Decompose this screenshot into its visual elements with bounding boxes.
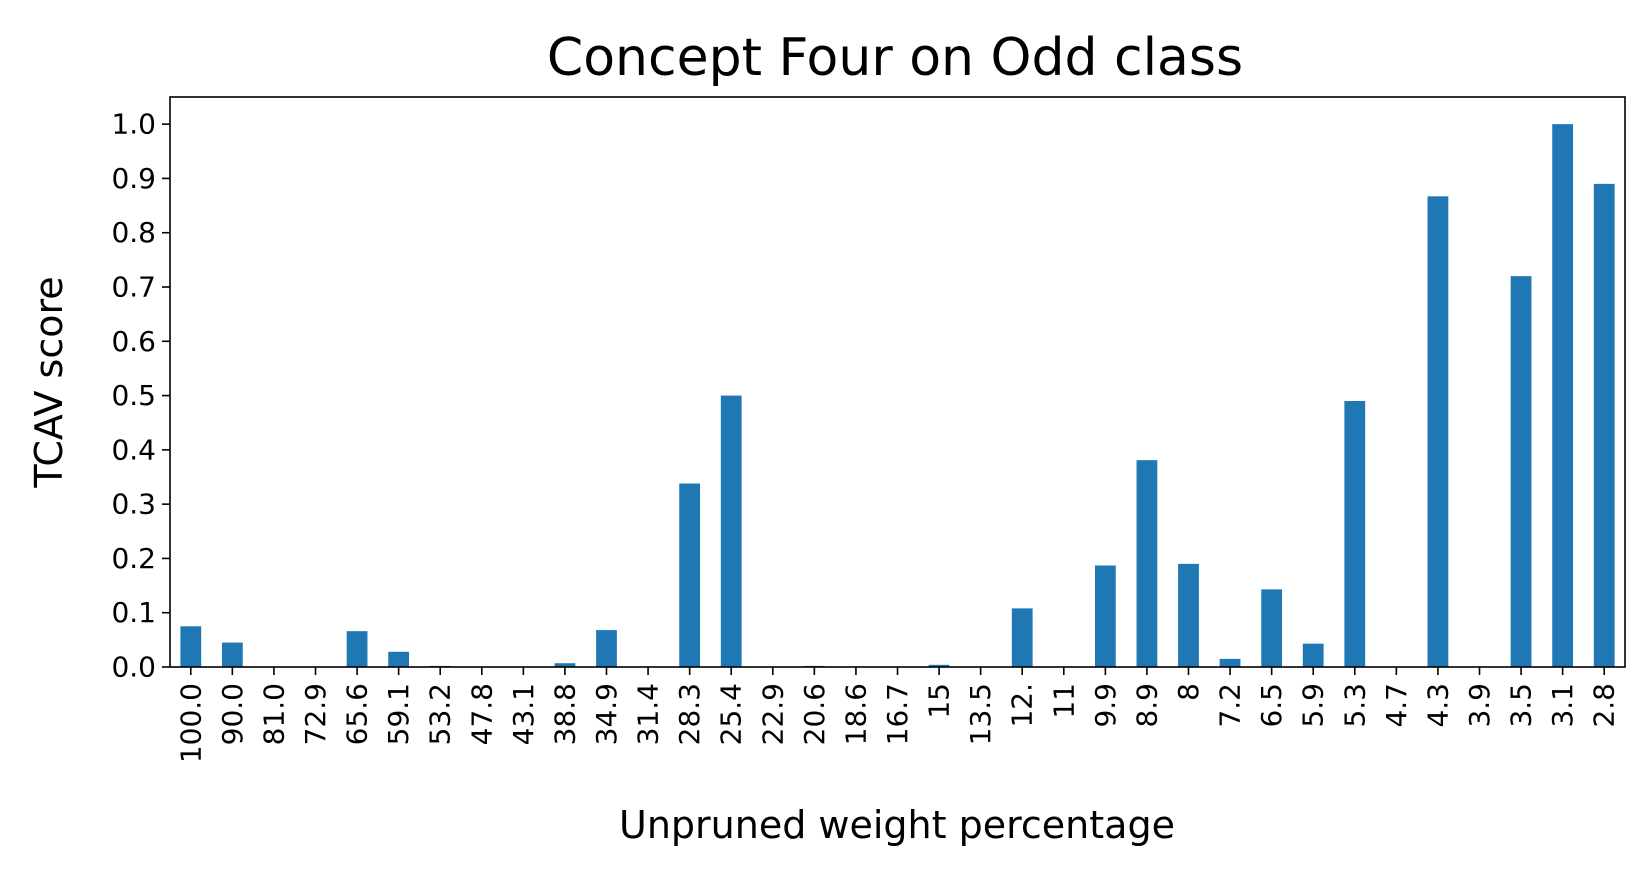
y-tick-label: 0.2	[111, 542, 156, 575]
bar-18	[928, 664, 950, 667]
x-tick-label: 4.3	[1421, 683, 1454, 728]
x-tick-label: 72.9	[299, 683, 332, 745]
x-tick-label: 47.8	[465, 683, 498, 745]
bar-27	[1302, 643, 1324, 667]
x-tick-label: 3.1	[1546, 683, 1579, 728]
bar-28	[1344, 401, 1366, 667]
bars-group	[180, 124, 1615, 668]
x-tick-label: 18.6	[839, 683, 872, 745]
x-tick-label: 5.9	[1297, 683, 1330, 728]
x-tick-label: 4.7	[1380, 683, 1413, 728]
bar-26	[1261, 589, 1283, 667]
y-tick-label: 0.3	[111, 488, 156, 521]
bar-33	[1552, 124, 1574, 667]
x-tick-label: 20.6	[798, 683, 831, 745]
x-tick-label: 25.4	[715, 683, 748, 745]
bar-0	[180, 626, 202, 667]
bar-22	[1094, 565, 1116, 667]
x-tick-label: 11	[1047, 683, 1080, 719]
x-tick-label: 16.7	[881, 683, 914, 745]
x-tick-label: 22.9	[756, 683, 789, 745]
bar-4	[346, 631, 368, 667]
x-tick-label: 15	[923, 683, 956, 719]
bar-30	[1427, 196, 1449, 668]
bar-10	[596, 630, 617, 667]
bar-34	[1593, 183, 1615, 667]
x-axis-label: Unpruned weight percentage	[619, 803, 1175, 847]
bar-24	[1178, 563, 1199, 667]
x-tick-label: 12.	[1006, 683, 1039, 728]
x-tick-label: 43.1	[507, 683, 540, 745]
y-tick-label: 0.4	[111, 433, 156, 466]
x-tick-label: 5.3	[1338, 683, 1371, 728]
x-tick-label: 59.1	[382, 683, 415, 745]
y-axis-label: TCAV score	[27, 276, 71, 488]
x-tick-label: 3.9	[1463, 683, 1496, 728]
bar-5	[388, 651, 410, 667]
chart-title: Concept Four on Odd class	[547, 28, 1243, 88]
x-tick-label: 2.8	[1588, 683, 1621, 728]
plot-frame	[169, 96, 1626, 668]
bar-12	[679, 483, 701, 667]
bar-23	[1136, 460, 1158, 667]
y-tick-label: 0.6	[111, 325, 156, 358]
bar-9	[554, 663, 576, 667]
x-tick-label: 28.3	[673, 683, 706, 745]
bar-20	[1011, 608, 1033, 667]
y-tick-label: 0.5	[111, 379, 156, 412]
x-tick-label: 53.2	[424, 683, 457, 745]
y-tick-label: 0.7	[111, 271, 156, 304]
y-tick-label: 1.0	[111, 108, 156, 141]
x-tick-label: 7.2	[1214, 683, 1247, 728]
y-tick-label: 0.9	[111, 162, 156, 195]
x-tick-label: 81.0	[257, 683, 290, 745]
bar-25	[1219, 658, 1241, 667]
x-tick-label: 6.5	[1255, 683, 1288, 728]
bar-13	[720, 395, 742, 667]
x-tick-label: 90.0	[216, 683, 249, 745]
x-tick-label: 8	[1172, 683, 1205, 701]
x-tick-label: 8.9	[1130, 683, 1163, 728]
x-tick-label: 100.0	[174, 683, 207, 763]
y-axis: 0.0 0.1 0.2 0.3 0.4 0.5 0.6 0.7 0.8 0.9 1.0	[111, 108, 170, 684]
y-tick-label: 0.0	[111, 651, 156, 684]
y-tick-label: 0.1	[111, 596, 156, 629]
bar-32	[1510, 276, 1532, 667]
x-tick-label: 38.8	[548, 683, 581, 745]
x-tick-label: 13.5	[964, 683, 997, 745]
x-tick-label: 65.6	[341, 683, 374, 745]
x-tick-label: 9.9	[1089, 683, 1122, 728]
x-tick-label: 3.5	[1505, 683, 1538, 728]
x-tick-label: 34.9	[590, 683, 623, 745]
y-tick-label: 0.8	[111, 216, 156, 249]
x-axis: 100.0 90.0 81.0 72.9 65.6 59.1 53.2 47.8 43.1 38.…	[174, 667, 1621, 763]
bar-1	[221, 642, 243, 667]
x-tick-label: 31.4	[632, 683, 665, 745]
